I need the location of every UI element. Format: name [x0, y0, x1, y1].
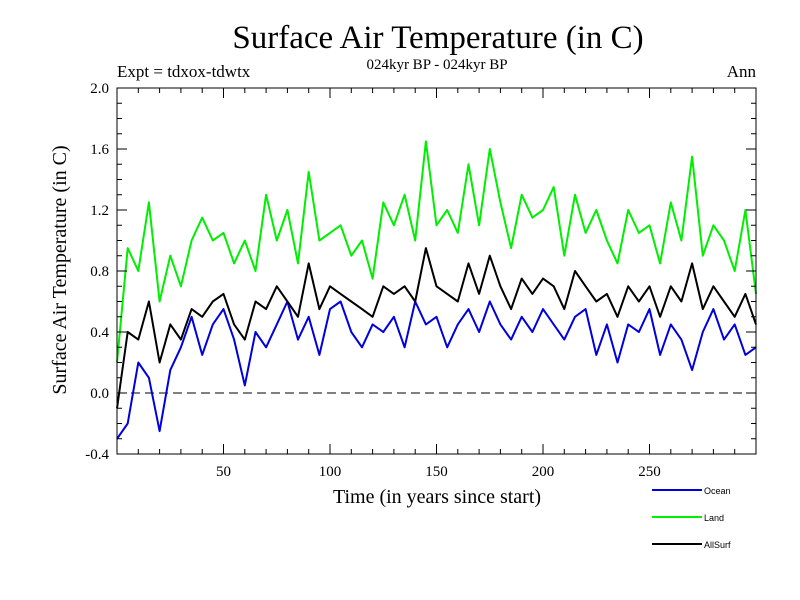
y-tick-label: 0.0	[90, 386, 109, 402]
series-line-land	[116, 140, 757, 363]
chart-subtitle: 024kyr BP - 024kyr BP	[366, 57, 507, 73]
y-tick-label: 1.6	[90, 142, 109, 158]
legend-label-ocean: Ocean	[704, 486, 731, 496]
x-axis-label: Time (in years since start)	[333, 486, 541, 508]
series-line-allsurf	[116, 247, 757, 409]
y-tick-label: 1.2	[90, 203, 109, 219]
plot-area: 50 100 150 200 250 -0.4 0.0 0.4 0.8 1.2 1.6 2.0	[85, 81, 757, 480]
series-line-ocean	[116, 300, 757, 440]
x-tick-label: 200	[532, 464, 555, 480]
chart-experiment-label: Expt = tdxox-tdwtx	[117, 62, 251, 81]
chart-season-label: Ann	[727, 62, 757, 81]
x-tick-label: 50	[216, 464, 231, 480]
y-axis-label: Surface Air Temperature (in C)	[49, 145, 71, 394]
y-tick-label: -0.4	[85, 447, 109, 463]
y-tick-label: 0.4	[90, 325, 109, 341]
chart-title: Surface Air Temperature (in C)	[232, 20, 643, 56]
legend-label-allsurf: AllSurf	[704, 540, 731, 550]
y-tick-label: 0.8	[90, 264, 109, 280]
x-tick-label: 100	[319, 464, 342, 480]
y-tick-label: 2.0	[90, 81, 109, 97]
x-tick-label: 150	[425, 464, 448, 480]
legend: Ocean Land AllSurf	[652, 486, 731, 550]
legend-label-land: Land	[704, 513, 724, 523]
x-tick-label: 250	[638, 464, 661, 480]
